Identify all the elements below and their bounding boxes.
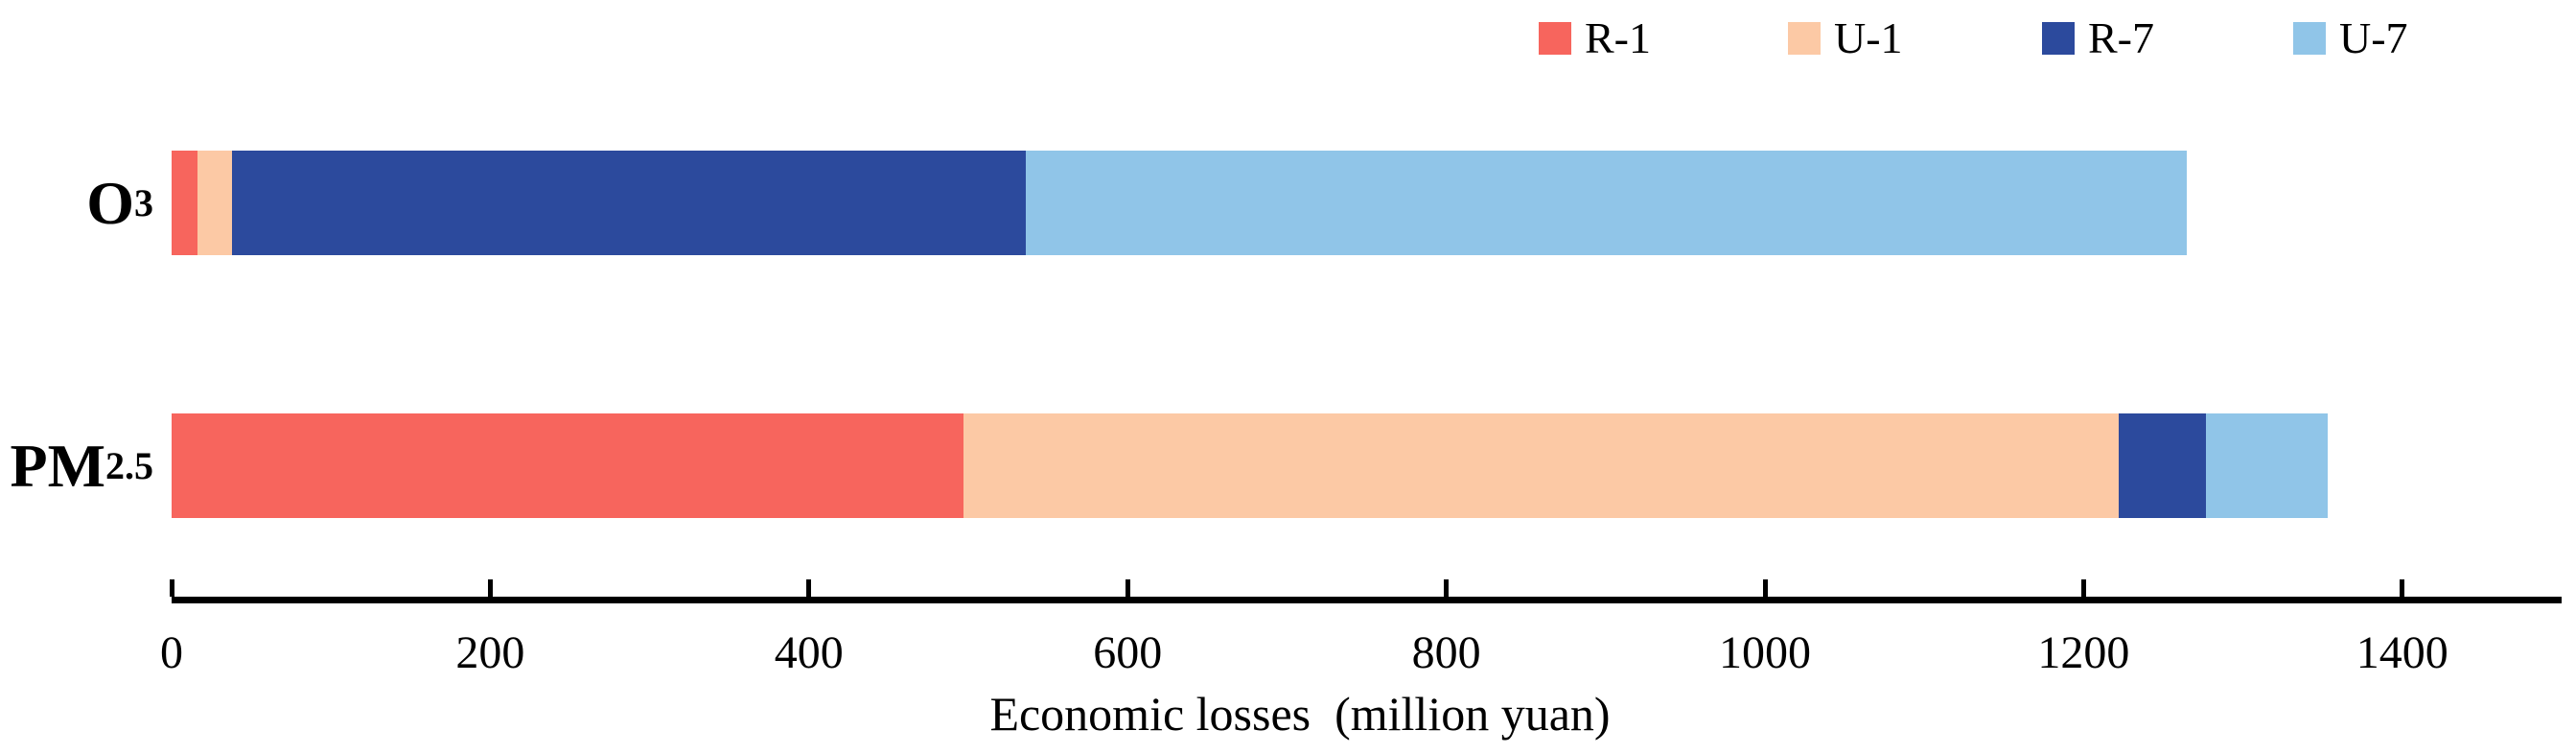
x-axis-tick-label-0: 0 <box>160 627 183 678</box>
bar-segment-r-1-o3 <box>172 151 197 255</box>
legend-swatch-u-1 <box>1788 22 1821 55</box>
legend-swatch-u-7 <box>2293 22 2326 55</box>
x-axis-tick-label-200: 200 <box>455 627 525 678</box>
bar-segment-u-7-o3 <box>1025 151 2188 255</box>
bar-segment-r-7-o3 <box>232 151 1026 255</box>
x-axis-tick-1200 <box>2080 579 2086 597</box>
legend-label: U-7 <box>2339 13 2408 62</box>
bar-segment-u-7-pm25 <box>2206 413 2328 518</box>
bar-segment-r-1-pm25 <box>172 413 963 518</box>
legend-label: U-1 <box>1834 13 1903 62</box>
x-axis-tick-label-600: 600 <box>1093 627 1163 678</box>
x-axis-tick-800 <box>1444 579 1450 597</box>
x-axis-tick-200 <box>487 579 493 597</box>
bar-segment-r-7-pm25 <box>2118 413 2207 518</box>
legend-swatch-r-7 <box>2042 22 2075 55</box>
bar-segment-u-1-o3 <box>197 151 233 255</box>
legend-swatch-r-1 <box>1539 22 1571 55</box>
x-axis-tick-0 <box>169 579 174 597</box>
legend-label: R-1 <box>1585 13 1651 62</box>
x-axis-tick-label-1400: 1400 <box>2356 627 2448 678</box>
x-axis-title: Economic losses (million yuan) <box>989 687 1611 741</box>
x-axis-tick-600 <box>1125 579 1130 597</box>
x-axis-tick-400 <box>806 579 812 597</box>
legend-item-r-7: R-7 <box>2042 13 2154 63</box>
x-axis-line <box>172 597 2562 603</box>
x-axis-tick-1400 <box>2400 579 2405 597</box>
legend-item-u-7: U-7 <box>2293 13 2408 63</box>
legend-item-u-1: U-1 <box>1788 13 1903 63</box>
x-axis-tick-label-1200: 1200 <box>2037 627 2130 678</box>
x-axis-tick-label-800: 800 <box>1411 627 1481 678</box>
bar-segment-u-1-pm25 <box>963 413 2119 518</box>
legend-label: R-7 <box>2088 13 2154 62</box>
legend-item-r-1: R-1 <box>1539 13 1651 63</box>
x-axis-tick-label-1000: 1000 <box>1719 627 1811 678</box>
x-axis-tick-1000 <box>1762 579 1768 597</box>
x-axis-tick-label-400: 400 <box>774 627 844 678</box>
category-label-pm25: PM 2.5 <box>10 431 154 500</box>
